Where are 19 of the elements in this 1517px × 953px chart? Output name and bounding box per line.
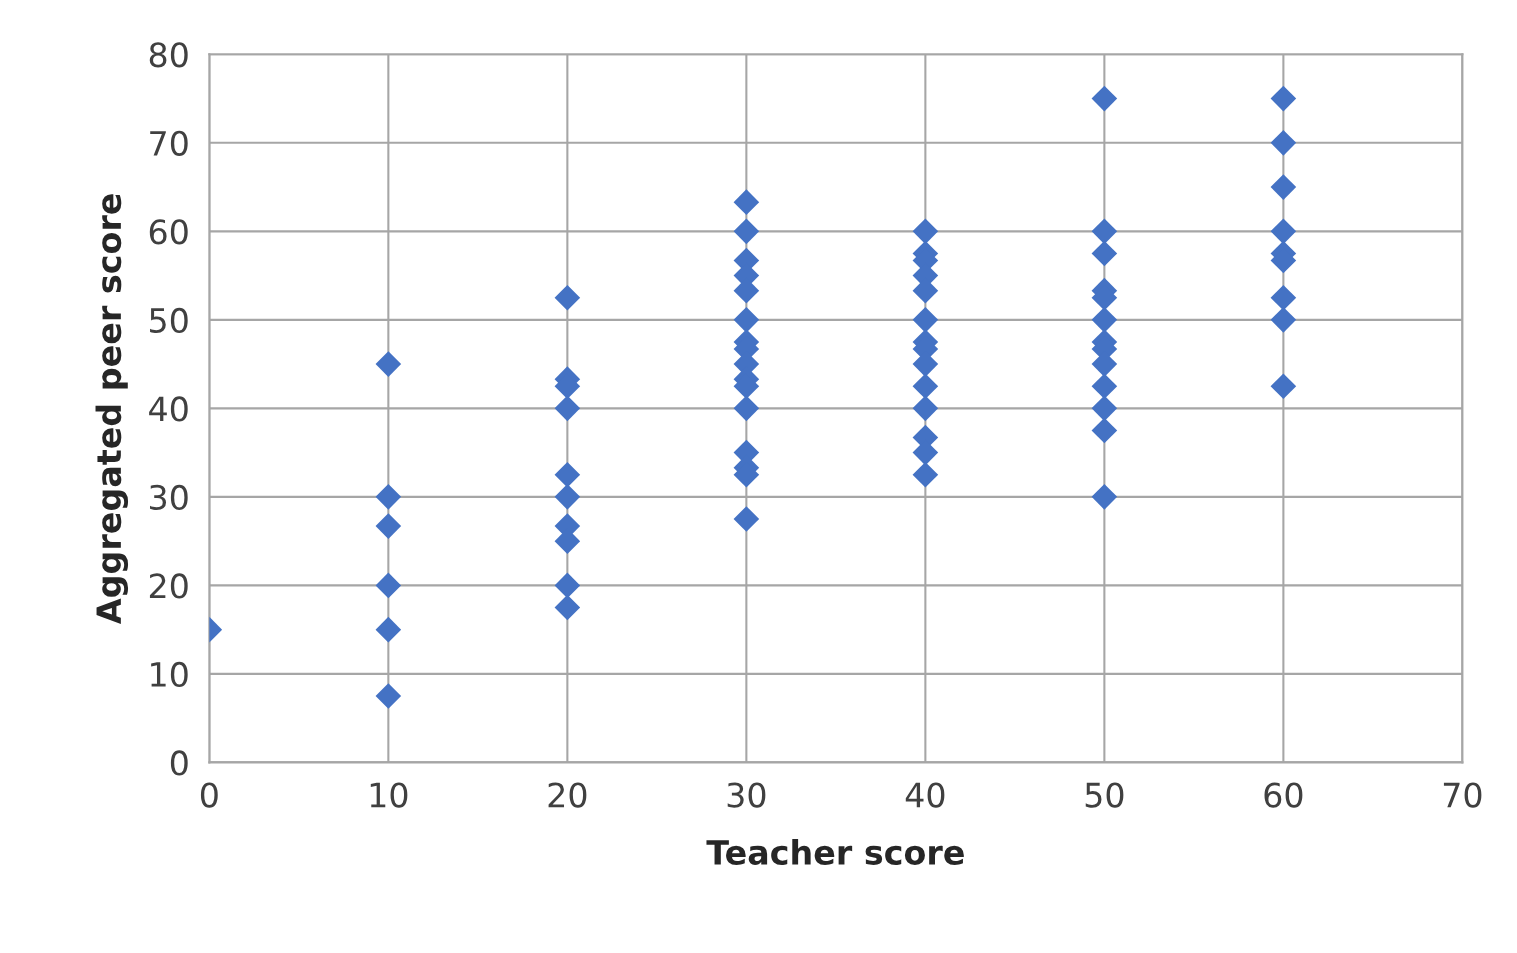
y-tick-label: 10 — [151, 661, 188, 688]
x-tick-label: 0 — [200, 782, 218, 808]
y-tick-label: 50 — [150, 307, 188, 333]
x-tick-label: 60 — [1264, 782, 1303, 808]
x-tick-label: 70 — [1443, 782, 1482, 808]
x-tick-label: 10 — [370, 782, 408, 808]
x-tick-label: 30 — [727, 782, 766, 808]
y-tick-label: 20 — [149, 573, 188, 599]
y-tick-label: 30 — [150, 484, 188, 511]
y-tick-label: 40 — [149, 396, 188, 422]
x-axis-title: Teacher score — [706, 839, 964, 865]
y-tick-label: 80 — [149, 42, 188, 68]
x-tick-label: 20 — [548, 782, 587, 808]
x-tick-label: 40 — [905, 782, 945, 808]
y-tick-label: 0 — [170, 750, 188, 776]
y-axis-title: Aggregated peer score — [95, 194, 129, 624]
y-tick-label: 60 — [149, 219, 188, 245]
y-tick-label: 70 — [150, 130, 188, 156]
x-tick-label: 50 — [1085, 782, 1124, 808]
